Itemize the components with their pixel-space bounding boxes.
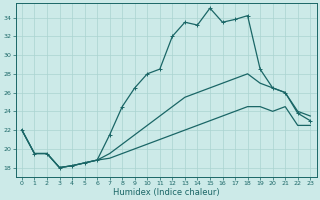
X-axis label: Humidex (Indice chaleur): Humidex (Indice chaleur) xyxy=(113,188,220,197)
